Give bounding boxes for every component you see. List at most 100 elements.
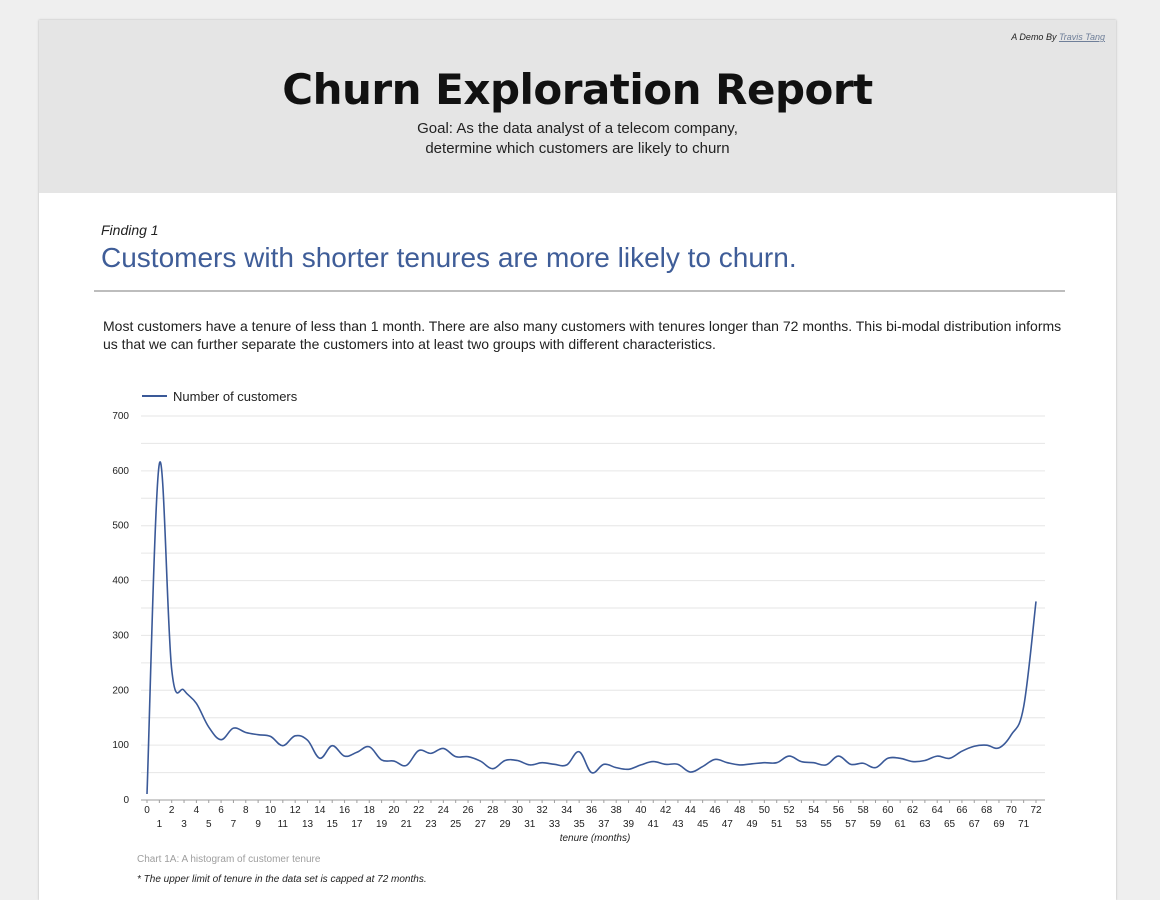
goal-text: Goal: As the data analyst of a telecom c… <box>39 119 1116 159</box>
x-tick-label: 63 <box>919 819 931 830</box>
x-tick-label: 24 <box>438 805 450 816</box>
x-tick-label: 40 <box>635 805 647 816</box>
credit-prefix: A Demo By <box>1011 32 1057 42</box>
y-tick-label: 200 <box>112 685 129 696</box>
x-tick-label: 3 <box>181 819 187 830</box>
x-tick-label: 29 <box>500 819 512 830</box>
section-divider <box>94 290 1065 292</box>
tenure-line-chart: 0100200300400500600700012345678910111213… <box>112 389 1045 844</box>
y-tick-label: 300 <box>112 630 129 641</box>
x-tick-label: 13 <box>302 819 314 830</box>
x-tick-label: 44 <box>685 805 697 816</box>
finding-title: Customers with shorter tenures are more … <box>101 242 797 273</box>
x-tick-label: 6 <box>218 805 224 816</box>
x-tick-label: 36 <box>586 805 598 816</box>
x-tick-label: 15 <box>327 819 339 830</box>
x-axis-label: tenure (months) <box>560 833 631 844</box>
x-tick-label: 58 <box>858 805 870 816</box>
chart-note: * The upper limit of tenure in the data … <box>137 874 427 885</box>
x-tick-label: 30 <box>512 805 524 816</box>
x-tick-label: 11 <box>278 819 289 830</box>
x-tick-label: 1 <box>157 819 163 830</box>
x-tick-label: 17 <box>351 819 363 830</box>
x-tick-label: 53 <box>796 819 808 830</box>
x-tick-label: 31 <box>524 819 536 830</box>
x-tick-label: 18 <box>364 805 376 816</box>
x-tick-label: 67 <box>969 819 981 830</box>
x-tick-label: 55 <box>821 819 833 830</box>
x-tick-label: 20 <box>388 805 400 816</box>
report-header: A Demo By Travis Tang Churn Exploration … <box>39 20 1116 193</box>
x-tick-label: 47 <box>722 819 734 830</box>
x-tick-label: 0 <box>144 805 150 816</box>
x-tick-label: 42 <box>660 805 672 816</box>
x-tick-label: 7 <box>231 819 237 830</box>
x-tick-label: 43 <box>672 819 684 830</box>
x-tick-label: 71 <box>1018 819 1030 830</box>
x-tick-label: 39 <box>623 819 635 830</box>
finding-description: Most customers have a tenure of less tha… <box>103 318 1062 352</box>
y-tick-label: 100 <box>112 740 129 751</box>
x-tick-label: 2 <box>169 805 175 816</box>
x-tick-label: 68 <box>981 805 993 816</box>
x-tick-label: 49 <box>746 819 758 830</box>
x-tick-label: 69 <box>993 819 1005 830</box>
x-tick-label: 64 <box>932 805 944 816</box>
credit-line: A Demo By Travis Tang <box>1011 32 1105 42</box>
x-tick-label: 37 <box>598 819 610 830</box>
x-tick-label: 26 <box>462 805 474 816</box>
series-line-number-of-customers <box>146 461 1037 794</box>
x-tick-label: 22 <box>413 805 425 816</box>
x-tick-label: 8 <box>243 805 249 816</box>
x-tick-label: 59 <box>870 819 882 830</box>
x-tick-label: 60 <box>882 805 894 816</box>
y-tick-label: 0 <box>123 795 129 806</box>
x-tick-label: 16 <box>339 805 351 816</box>
x-tick-label: 70 <box>1006 805 1018 816</box>
x-tick-label: 35 <box>574 819 586 830</box>
x-tick-label: 25 <box>450 819 462 830</box>
x-tick-label: 21 <box>401 819 413 830</box>
x-tick-label: 48 <box>734 805 746 816</box>
x-tick-label: 19 <box>376 819 388 830</box>
x-tick-label: 57 <box>845 819 857 830</box>
x-tick-label: 50 <box>759 805 771 816</box>
x-tick-label: 14 <box>314 805 326 816</box>
x-tick-label: 61 <box>895 819 907 830</box>
y-tick-label: 500 <box>112 521 129 532</box>
x-tick-label: 46 <box>709 805 721 816</box>
x-tick-label: 51 <box>771 819 783 830</box>
x-tick-label: 34 <box>561 805 573 816</box>
x-tick-label: 23 <box>425 819 437 830</box>
x-tick-label: 33 <box>549 819 561 830</box>
page-title: Churn Exploration Report <box>282 65 873 114</box>
x-tick-label: 66 <box>956 805 968 816</box>
x-tick-label: 38 <box>611 805 623 816</box>
x-tick-label: 28 <box>487 805 499 816</box>
x-tick-label: 27 <box>475 819 487 830</box>
x-tick-label: 54 <box>808 805 820 816</box>
author-link[interactable]: Travis Tang <box>1058 32 1105 42</box>
x-tick-label: 65 <box>944 819 956 830</box>
report-page: A Demo By Travis Tang Churn Exploration … <box>39 20 1116 900</box>
x-tick-label: 62 <box>907 805 919 816</box>
x-tick-label: 45 <box>697 819 709 830</box>
x-tick-label: 10 <box>265 805 277 816</box>
y-tick-label: 400 <box>112 576 129 587</box>
chart-caption: Chart 1A: A histogram of customer tenure <box>137 854 321 865</box>
x-tick-label: 41 <box>648 819 660 830</box>
legend-label: Number of customers <box>173 389 298 404</box>
x-tick-label: 32 <box>537 805 549 816</box>
x-tick-label: 5 <box>206 819 212 830</box>
x-tick-label: 9 <box>255 819 261 830</box>
x-tick-label: 52 <box>783 805 795 816</box>
finding-label: Finding 1 <box>101 222 159 238</box>
x-tick-label: 12 <box>290 805 302 816</box>
x-tick-label: 4 <box>194 805 200 816</box>
y-tick-label: 700 <box>112 411 129 422</box>
x-tick-label: 56 <box>833 805 845 816</box>
goal-line-1: Goal: As the data analyst of a telecom c… <box>417 120 738 137</box>
goal-line-2: determine which customers are likely to … <box>425 140 730 157</box>
x-tick-label: 72 <box>1030 805 1042 816</box>
y-tick-label: 600 <box>112 466 129 477</box>
